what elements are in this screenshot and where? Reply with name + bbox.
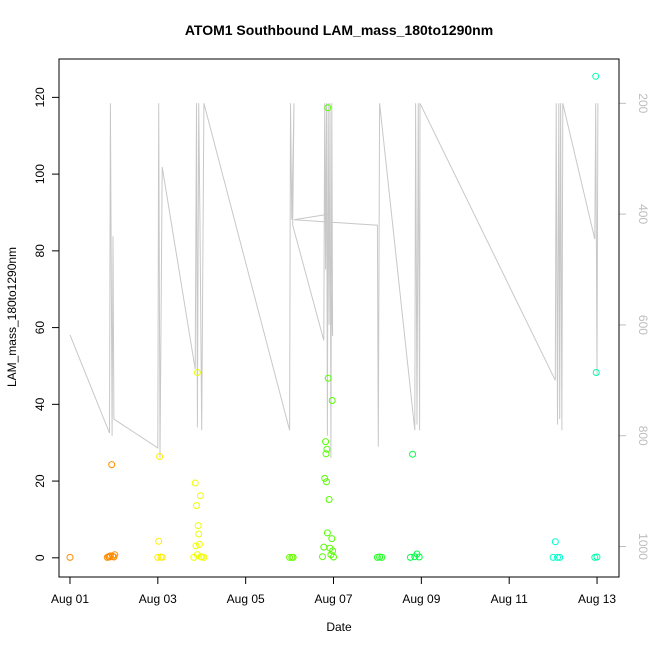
- y2-tick-label: 400: [636, 204, 650, 224]
- data-point-16: [192, 542, 200, 550]
- y2-tick-label: 1000: [636, 533, 650, 560]
- data-point-51: [409, 450, 417, 458]
- data-point-22: [196, 540, 203, 548]
- y-tick-label: 80: [33, 244, 47, 258]
- data-point-44: [328, 397, 336, 404]
- data-point-39: [324, 374, 332, 382]
- x-tick-label: Aug 11: [491, 592, 528, 606]
- y-tick-label: 0: [33, 554, 47, 561]
- data-point-58: [556, 553, 564, 561]
- x-axis-label: Date: [326, 620, 352, 634]
- data-point-61: [592, 369, 600, 376]
- y-tick-label: 40: [33, 397, 47, 411]
- data-point-19: [193, 369, 201, 376]
- data-point-11: [156, 453, 164, 460]
- y-tick-label: 20: [33, 474, 47, 488]
- y-tick-label: 100: [33, 164, 47, 184]
- data-point-8: [111, 551, 119, 559]
- y2-tick-label: 800: [636, 426, 650, 446]
- y-axis-label: LAM_mass_180to1290nm: [5, 247, 19, 387]
- altitude-track: [69, 103, 599, 458]
- data-point-9: [154, 553, 162, 561]
- data-point-27: [286, 553, 294, 561]
- data-point-0: [66, 553, 74, 561]
- data-point-29: [289, 553, 297, 561]
- data-point-46: [330, 553, 337, 561]
- data-point-5: [108, 461, 116, 469]
- x-tick-label: Aug 13: [578, 592, 616, 606]
- chart-title: ATOM1 Southbound LAM_mass_180to1290nm: [185, 22, 493, 38]
- data-point-34: [322, 450, 330, 458]
- data-points: [66, 72, 601, 561]
- data-point-37: [323, 529, 331, 537]
- data-point-36: [323, 445, 331, 453]
- plot-frame: [58, 58, 620, 578]
- data-point-35: [323, 478, 330, 486]
- x-tick-label: Aug 01: [51, 592, 89, 606]
- x-tick-label: Aug 09: [402, 592, 440, 606]
- data-point-13: [158, 553, 166, 561]
- y2-tick-label: 600: [636, 315, 650, 335]
- data-point-23: [196, 492, 204, 500]
- x-tick-label: Aug 03: [139, 592, 177, 606]
- y2-tick-label: 200: [636, 93, 650, 113]
- axes: Aug 01 Aug 03 Aug 05 Aug 07 Aug 09 Aug 11 Aug …: [33, 87, 650, 606]
- data-point-26: [200, 553, 208, 561]
- data-point-54: [415, 553, 423, 561]
- data-point-17: [193, 502, 200, 510]
- data-point-55: [549, 553, 557, 561]
- data-point-40: [325, 496, 333, 503]
- data-point-60: [592, 72, 600, 80]
- data-point-31: [320, 543, 328, 551]
- data-point-15: [191, 479, 199, 487]
- x-tick-label: Aug 05: [227, 592, 265, 606]
- x-tick-label: Aug 07: [314, 592, 352, 606]
- altitude-line: [69, 103, 599, 458]
- data-point-30: [319, 553, 326, 561]
- data-point-20: [194, 522, 202, 530]
- data-point-43: [328, 535, 336, 543]
- data-point-50: [406, 553, 414, 561]
- y-tick-label: 120: [33, 87, 47, 107]
- data-point-33: [322, 438, 330, 446]
- data-point-32: [321, 474, 329, 482]
- data-point-10: [155, 537, 163, 545]
- data-point-57: [554, 553, 561, 561]
- data-point-38: [324, 104, 332, 112]
- data-point-62: [593, 553, 601, 561]
- data-point-56: [551, 538, 559, 546]
- data-point-49: [378, 553, 386, 561]
- data-point-21: [195, 530, 203, 538]
- y-tick-label: 60: [33, 321, 47, 335]
